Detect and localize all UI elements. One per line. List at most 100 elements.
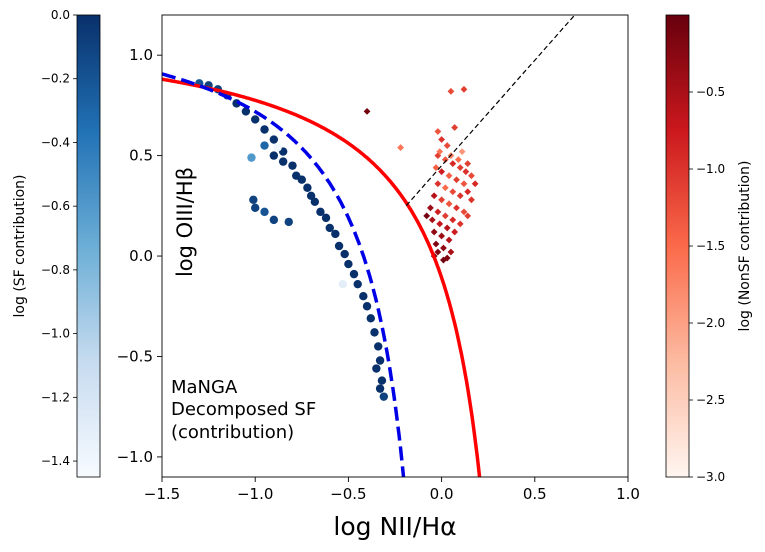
sf-data-point <box>316 207 325 217</box>
x-axis-label: log NII/Hα <box>333 512 456 541</box>
nonsf-data-point <box>453 176 460 184</box>
nonsf-data-point <box>438 136 445 143</box>
x-tick-label: −1.0 <box>237 485 273 503</box>
sf-data-point <box>269 151 279 160</box>
sf-data-point <box>375 384 385 393</box>
y-axis-label: log OIII/Hβ <box>173 167 197 277</box>
colorbar-tick-label: −1.0 <box>696 162 725 176</box>
nonsf-data-point <box>427 204 434 212</box>
sf-data-point <box>292 171 301 180</box>
nonsf-data-point <box>434 128 442 135</box>
annotation-line-2: Decomposed SF <box>171 399 316 420</box>
nonsf-data-point <box>456 192 464 200</box>
nonsf-data-point <box>428 216 436 224</box>
plot-area: −1.5 −1.0 −0.5 0.0 0.5 1.0 −1.0−0.50.00.51.0 … <box>117 14 640 541</box>
sf-colorbar-ticks: 0.0 −0.2 −0.4 −0.6 −0.8 −1.0 −1.2 −1.4 <box>41 8 77 468</box>
nonsf-data-point <box>453 204 460 212</box>
nonsf-data-point <box>458 148 466 155</box>
nonsf-data-point <box>443 224 451 232</box>
sf-data-point <box>377 376 387 385</box>
nonsf-colorbar-label: log (NonSF contribution) <box>737 161 753 332</box>
sf-data-point <box>278 157 288 166</box>
x-tick-label: −1.5 <box>144 485 180 503</box>
nonsf-data-point <box>443 254 451 262</box>
sf-data-point <box>260 207 269 217</box>
sf-data-point <box>251 115 260 124</box>
sf-data-point <box>303 183 312 192</box>
colorbar-tick-label: −1.2 <box>41 390 70 404</box>
nonsf-data-point <box>441 184 449 192</box>
sf-data-point <box>338 279 348 289</box>
nonsf-colorbar-gradient <box>665 14 690 478</box>
colorbar-tick-label: −3.0 <box>696 470 725 484</box>
nonsf-data-point <box>464 160 472 168</box>
nonsf-data-point <box>460 180 468 188</box>
colorbar-tick-label: −2.0 <box>696 316 725 330</box>
nonsf-data-point <box>460 208 468 216</box>
nonsf-data-point <box>438 232 445 240</box>
y-tick-label: 1.0 <box>129 46 153 64</box>
sf-colorbar-label: log (SF contribution) <box>12 175 28 318</box>
nonsf-data-point <box>471 180 479 188</box>
sf-data-point <box>249 195 258 204</box>
nonsf-data-point <box>440 244 447 252</box>
nonsf-data-point <box>438 168 445 176</box>
colorbar-tick-label: −2.5 <box>696 393 725 407</box>
sf-data-point <box>260 141 269 150</box>
nonsf-data-point <box>438 196 445 204</box>
sf-data-point <box>325 223 334 233</box>
plot-frame <box>161 14 629 478</box>
nonsf-data-point <box>451 124 459 131</box>
sf-data-point <box>370 328 379 337</box>
nonsf-data-point <box>449 188 457 196</box>
nonsf-data-point <box>397 144 404 151</box>
sf-data-point <box>379 392 389 401</box>
nonsf-data-point <box>462 168 470 176</box>
nonsf-data-point <box>432 240 440 248</box>
colorbar-tick-label: −1.0 <box>41 327 70 341</box>
sf-data-point <box>273 143 282 152</box>
nonsf-data-point <box>430 192 438 200</box>
nonsf-data-point <box>456 164 464 172</box>
sf-data-point <box>366 314 375 323</box>
nonsf-data-point <box>460 85 468 93</box>
sf-data-point <box>251 203 260 213</box>
nonsf-data-point <box>456 220 464 228</box>
x-axis-ticks: −1.5 −1.0 −0.5 0.0 0.5 1.0 <box>144 477 640 503</box>
sf-data-point <box>353 279 362 289</box>
sf-data-point <box>372 364 381 373</box>
sf-data-point <box>331 229 340 239</box>
nonsf-colorbar: −0.5 −1.0 −1.5 −2.0 −2.5 −3.0 log (NonSF cont… <box>665 14 753 484</box>
nonsf-data-point <box>436 148 444 155</box>
y-tick-label: −1.0 <box>117 448 153 466</box>
nonsf-data-point <box>436 220 444 228</box>
nonsf-data-point <box>449 216 457 224</box>
sf-data-point <box>349 269 359 279</box>
nonsf-data-point <box>445 200 453 208</box>
nonsf-data-point <box>441 212 449 220</box>
sf-data-point <box>374 342 383 351</box>
sf-data-point <box>288 161 297 170</box>
sf-data-point <box>284 217 293 227</box>
sf-data-point <box>340 249 349 259</box>
colorbar-tick-label: 0.0 <box>51 8 70 22</box>
colorbar-tick-label: −0.2 <box>41 72 70 86</box>
colorbar-tick-label: −0.8 <box>41 263 70 277</box>
nonsf-data-point <box>445 236 453 244</box>
colorbar-tick-label: −0.5 <box>696 85 725 99</box>
x-tick-label: 1.0 <box>616 485 640 503</box>
sf-colorbar-gradient <box>76 14 101 478</box>
y-tick-label: 0.5 <box>129 147 153 165</box>
sf-data-point <box>310 197 320 207</box>
nonsf-data-point <box>441 156 449 164</box>
y-tick-label: −0.5 <box>117 347 153 365</box>
x-tick-label: 0.0 <box>430 485 454 503</box>
sf-data-point <box>344 259 353 269</box>
sf-data-point <box>247 153 256 162</box>
sf-data-point <box>306 191 316 200</box>
nonsf-colorbar-ticks: −0.5 −1.0 −1.5 −2.0 −2.5 −3.0 <box>689 85 725 484</box>
sf-data-point <box>321 213 331 223</box>
colorbar-tick-label: −1.5 <box>696 239 725 253</box>
sf-data-point <box>260 125 269 134</box>
